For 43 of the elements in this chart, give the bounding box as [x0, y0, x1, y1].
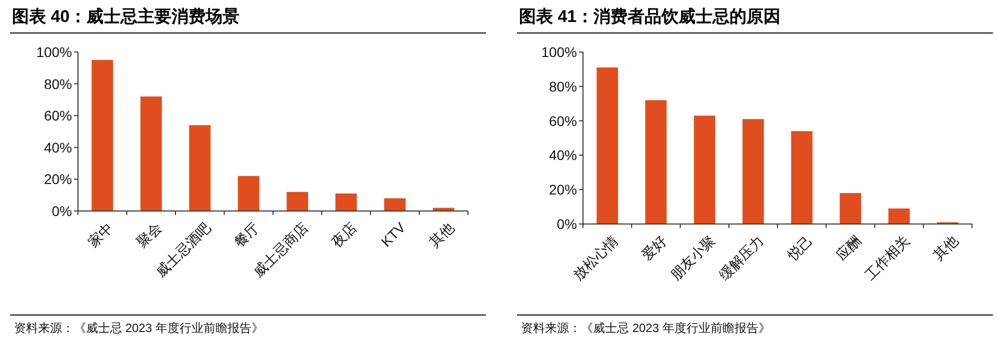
bar — [140, 96, 162, 211]
y-tick-label: 60% — [44, 108, 72, 124]
bar — [791, 131, 813, 224]
y-tick-label: 80% — [548, 78, 577, 94]
x-tick-label: 放松心情 — [570, 232, 621, 284]
x-tick-label: 聚会 — [133, 219, 165, 250]
x-tick-label: 家中 — [84, 219, 116, 250]
x-tick-label: 工作相关 — [862, 232, 913, 284]
y-tick-label: 20% — [548, 182, 577, 198]
x-tick-label: 其他 — [426, 219, 458, 250]
x-tick-label: 悦己 — [783, 232, 816, 264]
x-tick-label: 缓解压力 — [716, 232, 767, 284]
y-tick-label: 40% — [548, 147, 577, 164]
bar — [335, 194, 357, 211]
bar — [840, 193, 862, 224]
y-tick-label: 0% — [52, 203, 72, 219]
bar — [596, 67, 618, 224]
x-tick-label: 夜店 — [328, 219, 360, 250]
y-tick-label: 0% — [556, 216, 577, 232]
text: 资料来源：《威士忌 2023 年度行业前瞻报告》 — [521, 321, 770, 335]
bar — [286, 192, 308, 211]
x-tick-label: 应酬 — [832, 232, 864, 264]
bar — [742, 119, 764, 224]
bar — [694, 116, 716, 224]
text: 资料来源：《威士忌 2023 年度行业前瞻报告》 — [14, 321, 264, 335]
bar — [645, 100, 667, 224]
y-tick-label: 60% — [548, 112, 577, 129]
y-tick-label: 40% — [44, 139, 72, 156]
x-tick-label: 朋友小聚 — [667, 232, 718, 284]
bar — [238, 176, 260, 211]
y-tick-label: 100% — [541, 44, 577, 60]
bar — [92, 60, 114, 211]
y-tick-label: 80% — [44, 76, 72, 92]
chart-title: 图表 40：威士忌主要消费场景 — [12, 7, 240, 26]
x-tick-label: 爱好 — [638, 232, 670, 264]
x-tick-label: 其他 — [930, 232, 962, 264]
y-tick-label: 20% — [44, 171, 72, 188]
bar — [189, 125, 211, 211]
bar — [888, 208, 910, 224]
x-tick-label: 餐厅 — [230, 219, 262, 250]
y-tick-label: 100% — [36, 44, 72, 60]
chart-title: 图表 41：消费者品饮威士忌的原因 — [519, 7, 781, 26]
bar — [384, 198, 406, 211]
